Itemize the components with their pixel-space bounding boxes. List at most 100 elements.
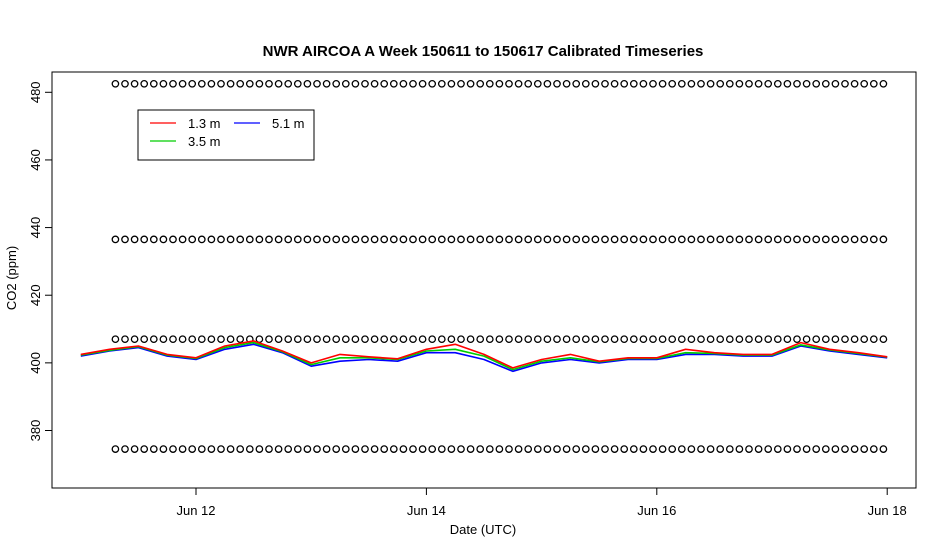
reference-circle [879, 235, 888, 244]
reference-circle [745, 445, 753, 453]
reference-circle [140, 335, 149, 344]
reference-circle [601, 79, 609, 88]
reference-circle [428, 335, 437, 344]
reference-circle [457, 445, 465, 453]
reference-circle [562, 79, 571, 88]
reference-circle [485, 235, 494, 244]
reference-circle [668, 445, 677, 453]
reference-circle [716, 445, 725, 453]
reference-circle [159, 445, 168, 453]
reference-circle [428, 79, 437, 88]
reference-circle [869, 235, 878, 244]
reference-circle [361, 235, 369, 244]
reference-circle [111, 235, 120, 244]
reference-circle [351, 335, 360, 344]
reference-circle [869, 79, 878, 88]
reference-circle [293, 445, 302, 453]
reference-circle [341, 235, 350, 244]
reference-circle [197, 445, 206, 453]
reference-circle [802, 235, 811, 244]
reference-circle [879, 445, 888, 453]
reference-circle [716, 335, 725, 344]
reference-circle [130, 335, 139, 344]
reference-circle [178, 79, 187, 88]
x-axis-label: Date (UTC) [450, 522, 516, 537]
reference-circle [610, 335, 619, 344]
reference-circle [370, 79, 379, 88]
reference-circle [620, 335, 629, 344]
reference-circle [812, 235, 821, 244]
reference-circle [677, 445, 686, 453]
reference-circle [687, 445, 696, 453]
series-group [80, 340, 888, 373]
reference-circle [745, 335, 753, 344]
reference-circle [284, 335, 293, 344]
reference-circle [505, 335, 513, 344]
reference-circle [149, 445, 158, 453]
reference-circle [543, 235, 552, 244]
legend-label: 1.3 m [188, 116, 221, 131]
reference-circle [188, 235, 197, 244]
reference-circle [514, 235, 523, 244]
reference-circle [697, 235, 705, 244]
reference-circle [217, 79, 225, 88]
reference-circle [428, 445, 437, 453]
reference-circle [831, 335, 840, 344]
reference-circle [284, 235, 293, 244]
reference-circle [860, 335, 869, 344]
reference-circle [581, 445, 590, 453]
reference-circle [418, 79, 427, 88]
reference-circle [620, 235, 629, 244]
reference-circle [764, 335, 773, 344]
reference-circle [620, 445, 629, 453]
reference-circle [265, 335, 273, 344]
reference-circle [169, 235, 177, 244]
reference-circle [197, 335, 206, 344]
reference-circle [303, 335, 312, 344]
reference-circle [725, 445, 734, 453]
reference-circle [207, 79, 216, 88]
y-axis: 380 400 420 440 460 480 [28, 81, 53, 441]
reference-circle [793, 335, 801, 344]
reference-circle [735, 445, 744, 453]
reference-circle [303, 445, 312, 453]
reference-circle [562, 335, 571, 344]
reference-circle [601, 335, 609, 344]
reference-circle [476, 79, 485, 88]
reference-circle [476, 235, 485, 244]
reference-circle [754, 79, 763, 88]
reference-circle [466, 79, 475, 88]
reference-circle [754, 445, 763, 453]
reference-circle [140, 445, 149, 453]
reference-circle [361, 445, 369, 453]
reference-circle [313, 445, 321, 453]
reference-circle [841, 445, 849, 453]
reference-circle [226, 235, 235, 244]
reference-circle [409, 445, 417, 453]
reference-circle [188, 79, 197, 88]
reference-circle [706, 335, 715, 344]
reference-circle [850, 235, 859, 244]
reference-circle [725, 335, 734, 344]
reference-circle [322, 79, 331, 88]
reference-circle [639, 335, 648, 344]
reference-circle [466, 335, 475, 344]
reference-circle [754, 235, 763, 244]
reference-circle [879, 79, 888, 88]
reference-circle [821, 235, 830, 244]
reference-circle [764, 445, 773, 453]
reference-circle [793, 445, 801, 453]
reference-circle [370, 335, 379, 344]
reference-circle [620, 79, 629, 88]
reference-circle [322, 445, 331, 453]
reference-circle [639, 79, 648, 88]
x-tick-label: Jun 12 [176, 503, 215, 518]
reference-circle [581, 235, 590, 244]
reference-circle [217, 335, 225, 344]
x-tick-label: Jun 16 [637, 503, 676, 518]
reference-circle [783, 335, 792, 344]
reference-circle [869, 445, 878, 453]
reference-circle [361, 79, 369, 88]
reference-circle [821, 335, 830, 344]
reference-circle [514, 445, 523, 453]
